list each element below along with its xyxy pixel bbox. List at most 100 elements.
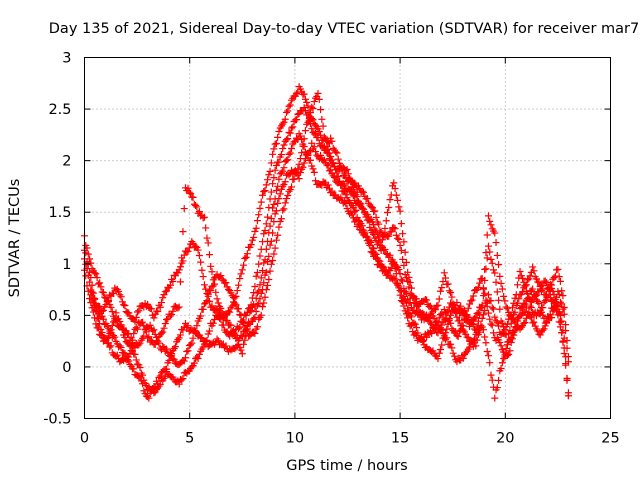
- data-point: [207, 262, 215, 270]
- data-point: [404, 295, 412, 303]
- data-point: [376, 227, 384, 235]
- data-point: [433, 318, 441, 326]
- data-point: [392, 191, 400, 199]
- data-point: [101, 293, 109, 301]
- data-point: [500, 355, 508, 363]
- data-point: [183, 348, 191, 356]
- data-point: [285, 128, 293, 136]
- data-point: [478, 301, 486, 309]
- data-point: [116, 342, 124, 350]
- data-point: [236, 311, 244, 319]
- x-tick-label: 20: [496, 431, 514, 447]
- data-point: [296, 85, 304, 93]
- data-point: [217, 272, 225, 280]
- data-point: [505, 350, 513, 358]
- data-point: [497, 279, 505, 287]
- data-point: [314, 89, 322, 97]
- data-point: [270, 200, 278, 208]
- data-point: [493, 384, 501, 392]
- data-point: [253, 217, 261, 225]
- data-point: [328, 187, 336, 195]
- data-point: [269, 257, 277, 265]
- data-point: [175, 380, 183, 388]
- data-point: [229, 294, 237, 302]
- data-point: [160, 324, 168, 332]
- data-point: [252, 307, 260, 315]
- data-point: [282, 195, 290, 203]
- data-point: [401, 288, 409, 296]
- data-point: [435, 295, 443, 303]
- data-point: [401, 271, 409, 279]
- data-point: [413, 295, 421, 303]
- data-point: [484, 309, 492, 317]
- data-point: [304, 111, 312, 119]
- data-point: [498, 319, 506, 327]
- data-point: [472, 342, 480, 350]
- data-point: [252, 224, 260, 232]
- data-point: [391, 265, 399, 273]
- data-point: [159, 294, 167, 302]
- data-point: [390, 274, 398, 282]
- data-point: [386, 251, 394, 259]
- y-tick-label: 0.5: [48, 308, 71, 324]
- data-point: [495, 376, 503, 384]
- data-point: [306, 156, 314, 164]
- data-point: [409, 294, 417, 302]
- data-point: [290, 175, 298, 183]
- data-point: [269, 229, 277, 237]
- data-point: [169, 307, 177, 315]
- data-point: [438, 284, 446, 292]
- data-point: [530, 296, 538, 304]
- data-point: [258, 238, 266, 246]
- data-point: [251, 227, 259, 235]
- data-point: [258, 267, 266, 275]
- data-point: [347, 176, 355, 184]
- data-point: [327, 152, 335, 160]
- data-point: [500, 329, 508, 337]
- data-point: [301, 127, 309, 135]
- data-point: [185, 188, 193, 196]
- data-point: [524, 294, 532, 302]
- data-point: [337, 181, 345, 189]
- data-point: [195, 350, 203, 358]
- data-point: [323, 161, 331, 169]
- data-point: [117, 343, 125, 351]
- data-point: [266, 167, 274, 175]
- data-point: [146, 321, 154, 329]
- data-point: [356, 199, 364, 207]
- data-point: [492, 278, 500, 286]
- data-point: [449, 349, 457, 357]
- data-point: [372, 213, 380, 221]
- data-point: [400, 238, 408, 246]
- data-point: [293, 169, 301, 177]
- data-point: [464, 334, 472, 342]
- data-point: [227, 321, 235, 329]
- data-point: [317, 151, 325, 159]
- data-point: [341, 188, 349, 196]
- data-point: [156, 372, 164, 380]
- data-point: [503, 304, 511, 312]
- y-tick-label: 3: [62, 51, 71, 67]
- data-point: [213, 295, 221, 303]
- data-point: [256, 295, 264, 303]
- data-point: [142, 328, 150, 336]
- data-point: [91, 303, 99, 311]
- data-point: [284, 107, 292, 115]
- data-point: [529, 263, 537, 271]
- data-point: [375, 238, 383, 246]
- data-point: [104, 296, 112, 304]
- data-point: [439, 329, 447, 337]
- data-point: [306, 120, 314, 128]
- data-point: [539, 311, 547, 319]
- data-point: [342, 166, 350, 174]
- data-point: [266, 241, 274, 249]
- data-point: [147, 305, 155, 313]
- data-point: [271, 210, 279, 218]
- data-point: [495, 261, 503, 269]
- data-point: [169, 355, 177, 363]
- data-point: [479, 326, 487, 334]
- data-point: [442, 335, 450, 343]
- data-points: [81, 83, 572, 402]
- data-point: [531, 292, 539, 300]
- data-point: [277, 151, 285, 159]
